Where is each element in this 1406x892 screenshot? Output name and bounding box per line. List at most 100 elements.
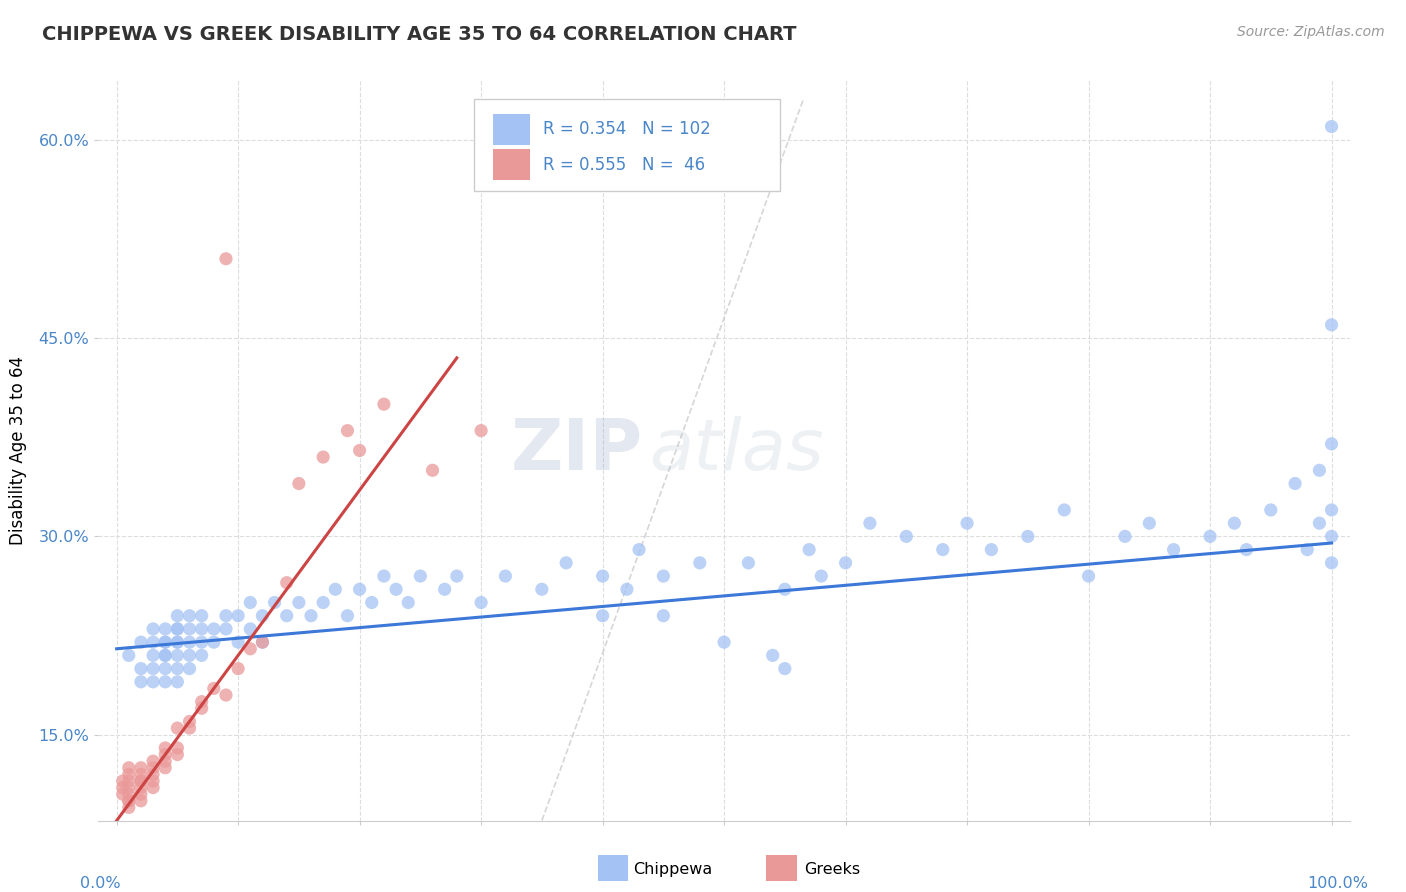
Point [773,662,796,676]
Point [166,747,188,762]
Point [689,556,711,570]
Point [276,575,298,590]
Point [129,774,152,789]
Y-axis label: Disability Age 35 to 64: Disability Age 35 to 64 [10,356,27,545]
Point [166,674,188,689]
Point [166,622,188,636]
Point [142,774,165,789]
Point [155,648,177,663]
Point [142,780,165,795]
Point [166,622,188,636]
Point [956,516,979,531]
Point [396,595,419,609]
Point [155,740,177,755]
Point [190,608,212,623]
Point [215,608,238,623]
Point [288,595,311,609]
Point [1223,516,1246,531]
Point [129,794,152,808]
Point [299,608,322,623]
Point [190,635,212,649]
Point [166,740,188,755]
Point [179,648,201,663]
Point [859,516,882,531]
Point [1017,529,1039,543]
Point [422,463,444,477]
Point [530,582,553,597]
FancyBboxPatch shape [492,113,530,145]
Point [129,635,152,649]
Point [1320,120,1343,134]
Text: Greeks: Greeks [804,863,860,877]
Point [179,622,201,636]
Point [166,635,188,649]
Point [155,622,177,636]
Point [762,648,785,663]
Point [652,608,675,623]
Point [142,674,165,689]
FancyBboxPatch shape [474,99,780,191]
Point [446,569,468,583]
Point [896,529,918,543]
Point [118,761,141,775]
Point [616,582,638,597]
Point [111,774,134,789]
Point [470,595,492,609]
Point [349,443,371,458]
Point [1320,437,1343,451]
Point [118,794,141,808]
Point [252,635,274,649]
Point [312,595,335,609]
Point [737,556,759,570]
Point [142,761,165,775]
Point [1260,503,1282,517]
Point [129,780,152,795]
Point [190,622,212,636]
Point [118,794,141,808]
Point [252,635,274,649]
Point [239,622,262,636]
Point [257,827,280,841]
Point [202,635,225,649]
Point [628,542,651,557]
Point [1199,529,1222,543]
Point [834,556,856,570]
Text: ZIP: ZIP [510,416,643,485]
Point [155,648,177,663]
Point [226,635,249,649]
Point [155,747,177,762]
Point [1320,529,1343,543]
Point [129,787,152,801]
Point [202,681,225,696]
Point [155,754,177,768]
Text: Chippewa: Chippewa [633,863,711,877]
Point [118,780,141,795]
Point [1114,529,1136,543]
Text: 0.0%: 0.0% [80,876,121,891]
Point [166,608,188,623]
Point [129,662,152,676]
Point [312,450,335,464]
Point [166,635,188,649]
Point [179,608,201,623]
Point [179,635,201,649]
Point [1077,569,1099,583]
Point [373,397,395,411]
Point [336,608,359,623]
Point [118,787,141,801]
Point [166,662,188,676]
Point [142,754,165,768]
Text: atlas: atlas [650,416,824,485]
Point [1284,476,1306,491]
Point [433,582,456,597]
Point [1053,503,1076,517]
Point [239,641,262,656]
Point [202,622,225,636]
Text: R = 0.555   N =  46: R = 0.555 N = 46 [543,156,704,174]
Point [142,662,165,676]
Point [215,688,238,702]
Point [226,608,249,623]
Point [652,569,675,583]
Point [385,582,408,597]
Point [118,648,141,663]
